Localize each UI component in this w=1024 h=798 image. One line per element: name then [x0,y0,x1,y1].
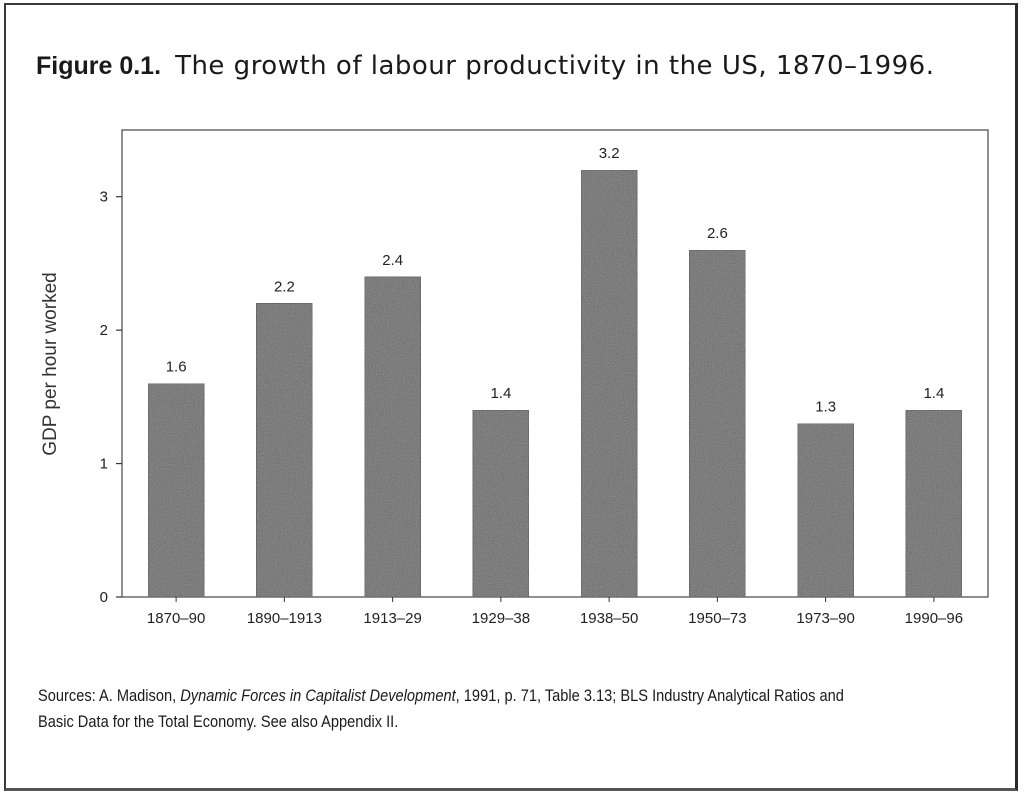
bar-data-label: 1.3 [815,399,836,416]
bar [580,169,638,598]
bar-data-label: 1.6 [166,359,187,376]
sources-prefix: Sources: A. Madison, [38,686,181,705]
bar [472,409,530,598]
y-tick-label: 2 [100,322,108,339]
bar-data-label: 1.4 [490,385,511,402]
sources-line-1: Sources: A. Madison, Dynamic Forces in C… [38,683,984,709]
bar-data-label: 2.4 [382,252,403,269]
sources-note: Sources: A. Madison, Dynamic Forces in C… [38,683,984,735]
x-tick-label: 1990–96 [905,610,963,627]
x-tick-label: 1913–29 [363,610,421,627]
figure-title: Figure 0.1. The growth of labour product… [36,50,935,81]
x-tick-label: 1890–1913 [247,610,322,627]
bar [797,423,855,598]
bar [688,249,746,598]
y-tick-label: 0 [100,589,108,606]
x-tick-label: 1973–90 [796,610,854,627]
bar [905,409,963,598]
sources-rest: , 1991, p. 71, Table 3.13; BLS Industry … [455,686,844,705]
bar [255,302,313,598]
bar [147,383,205,598]
figure-label: Figure 0.1. [36,52,162,80]
bar-data-label: 2.6 [707,225,728,242]
figure-caption: The growth of labour productivity in the… [175,51,935,81]
plot-frame [121,129,989,598]
bar-data-label: 1.4 [923,385,944,402]
x-tick-label: 1938–50 [580,610,638,627]
bar [364,276,422,598]
y-tick-label: 1 [100,456,108,473]
plot-area: 0 1 2 3 GDP per hour worked 1.6 1870–90 2.2 1890… [40,129,989,627]
y-axis-label: GDP per hour worked [40,272,61,455]
x-tick-label: 1870–90 [147,610,205,627]
sources-line-2: Basic Data for the Total Economy. See al… [38,712,399,731]
y-tick-label: 3 [100,189,108,206]
bar-data-label: 3.2 [599,145,620,162]
sources-book-title: Dynamic Forces in Capitalist Development [180,686,456,705]
bar-data-label: 2.2 [274,278,295,295]
x-tick-label: 1950–73 [688,610,746,627]
x-tick-label: 1929–38 [472,610,530,627]
